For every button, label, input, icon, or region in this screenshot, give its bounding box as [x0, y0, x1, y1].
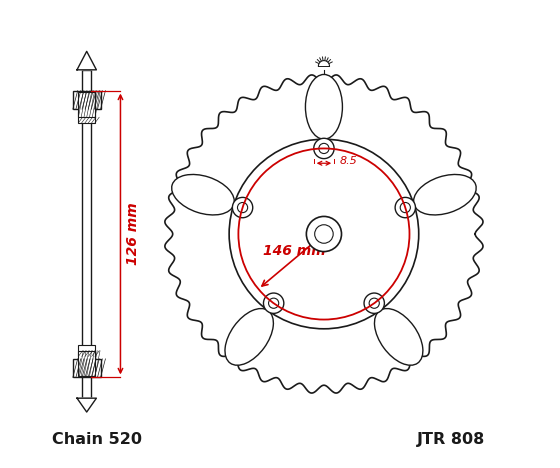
- Text: JTR 808: JTR 808: [417, 431, 485, 447]
- Circle shape: [263, 293, 284, 314]
- Ellipse shape: [172, 175, 234, 215]
- Bar: [78, 112, 95, 123]
- Bar: [73, 91, 101, 109]
- Ellipse shape: [305, 74, 342, 139]
- Text: Chain 520: Chain 520: [52, 431, 142, 447]
- Circle shape: [314, 138, 334, 159]
- Text: 126 mm: 126 mm: [126, 203, 140, 265]
- Ellipse shape: [414, 175, 476, 215]
- Bar: [73, 359, 101, 377]
- Bar: [78, 345, 95, 356]
- Polygon shape: [77, 398, 96, 412]
- Ellipse shape: [225, 308, 273, 365]
- Circle shape: [395, 197, 416, 218]
- Bar: [78, 351, 95, 376]
- Circle shape: [306, 216, 342, 252]
- Circle shape: [364, 293, 384, 314]
- Ellipse shape: [375, 308, 423, 365]
- Bar: [78, 92, 95, 117]
- Circle shape: [232, 197, 253, 218]
- Bar: [82, 70, 91, 398]
- Text: 146 mm: 146 mm: [263, 244, 326, 258]
- Polygon shape: [77, 51, 96, 70]
- Text: 8.5: 8.5: [340, 156, 357, 166]
